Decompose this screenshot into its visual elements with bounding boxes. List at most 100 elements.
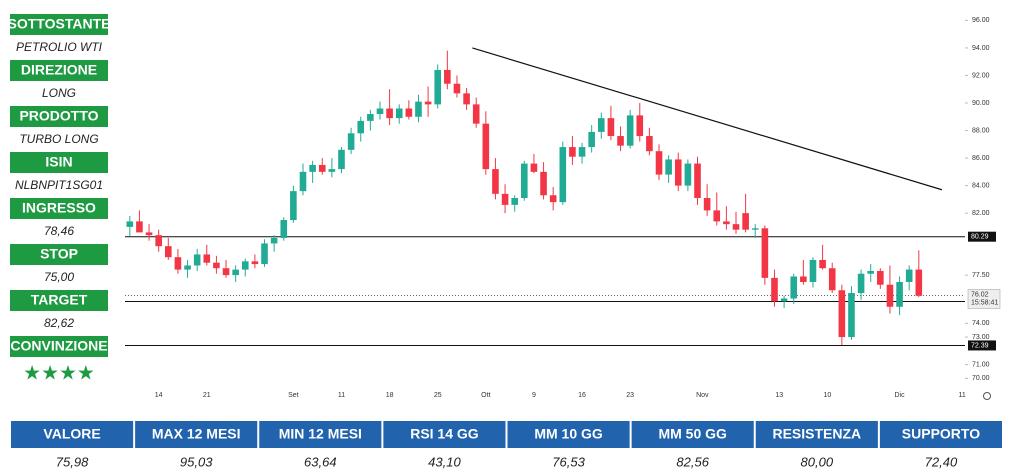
candle-body [126, 221, 134, 227]
candle-body [674, 159, 682, 186]
candle-body [511, 198, 518, 205]
candle-body [732, 224, 740, 230]
x-tick-label: 9 [532, 392, 536, 399]
candle-body [771, 277, 778, 302]
candle-body [318, 164, 326, 172]
candle-body [174, 257, 182, 270]
table-header: RSI 14 GG [410, 426, 479, 442]
candle-body [838, 290, 846, 338]
table-header-cell [383, 421, 506, 448]
y-tick-label: 90.00 [972, 100, 990, 107]
table-header-cell [259, 421, 382, 448]
candle-body [395, 108, 403, 119]
label-box [10, 290, 108, 311]
candle-body [232, 269, 239, 276]
candle-body [886, 284, 894, 307]
y-tick-label: 86.00 [972, 155, 990, 162]
candle-body [809, 259, 817, 282]
label-box [10, 60, 108, 81]
candle-body [328, 169, 336, 172]
table-value: 80,00 [801, 454, 834, 469]
y-tick-label: 73.00 [972, 334, 990, 341]
candle-body [347, 133, 355, 150]
label-box [10, 336, 108, 357]
y-tick-label: 94.00 [972, 45, 990, 52]
candle-body [877, 270, 884, 285]
y-tick-label: 96.00 [972, 17, 990, 24]
x-tick-label: Dic [895, 392, 906, 399]
candle-body [222, 268, 230, 276]
candle-body [434, 69, 442, 105]
candle-body [492, 169, 499, 194]
level-tag [968, 340, 996, 351]
candle-body [540, 171, 547, 196]
candle-body [299, 171, 307, 192]
candle-body [703, 198, 711, 211]
candle-body [626, 115, 634, 146]
y-tick-label: 70.00 [972, 375, 990, 382]
label-box [10, 244, 108, 265]
candle-body [472, 104, 480, 124]
y-tick-label: 84.00 [972, 182, 990, 189]
x-tick-label: Set [288, 392, 299, 399]
candle-body [655, 151, 663, 175]
y-tick-label: 88.00 [972, 127, 990, 134]
level-tag [968, 231, 996, 242]
x-tick-label: 18 [386, 392, 394, 399]
sidebar-value: 82,62 [44, 316, 74, 330]
candle-body [290, 191, 297, 221]
table-header-cell [879, 421, 1002, 448]
table-value: 95,03 [180, 454, 213, 469]
candle-body [607, 118, 615, 137]
sidebar-value: 78,46 [44, 224, 74, 238]
candle-body [636, 115, 644, 137]
candle-body [646, 136, 653, 152]
candle-body [857, 273, 865, 293]
table-header: MM 10 GG [534, 426, 603, 442]
table-value: 76,53 [552, 454, 585, 469]
table-header: MAX 12 MESI [152, 426, 241, 442]
candle-body [251, 261, 259, 265]
sidebar-label: DIREZIONE [21, 62, 97, 78]
settings-icon[interactable] [983, 392, 991, 400]
x-tick-label: 16 [578, 392, 586, 399]
candle-body [905, 269, 913, 282]
candle-body [569, 147, 576, 157]
x-tick-label: 23 [626, 392, 634, 399]
trendline [472, 47, 943, 191]
table-header: SUPPORTO [902, 426, 980, 442]
table-value: 82,56 [676, 454, 709, 469]
candle-body [742, 213, 749, 230]
candle-body [828, 268, 836, 291]
level-label: 72.39 [971, 342, 989, 349]
candle-body [501, 193, 509, 205]
candle-body [867, 270, 875, 274]
candle-body [597, 118, 605, 132]
candle-body [203, 254, 211, 263]
candle-body [819, 259, 826, 269]
candle-body [665, 159, 672, 175]
candle-body [482, 123, 490, 170]
candle-body [376, 108, 384, 115]
table-header: MM 50 GG [658, 426, 727, 442]
candle-body [694, 163, 701, 198]
y-tick-label: 92.00 [972, 72, 990, 79]
sidebar-label: SOTTOSTANTE [8, 16, 111, 32]
sidebar-value: 75,00 [44, 270, 74, 284]
candle-body [530, 163, 538, 172]
candle-body [559, 147, 567, 203]
candle-body [415, 101, 422, 117]
candle-body [155, 235, 162, 247]
table-value: 63,64 [304, 454, 337, 469]
candle-body [261, 243, 268, 265]
x-tick-label: Ott [481, 392, 490, 399]
sidebar-label: CONVINZIONE [10, 338, 107, 354]
candle-body [424, 101, 432, 105]
countdown: 15:58:41 [971, 299, 998, 306]
x-tick-label: 13 [775, 392, 783, 399]
label-box [10, 152, 108, 173]
y-tick-label: 77.50 [972, 272, 990, 279]
candle-body [780, 298, 788, 302]
table-header: VALORE [43, 426, 100, 442]
